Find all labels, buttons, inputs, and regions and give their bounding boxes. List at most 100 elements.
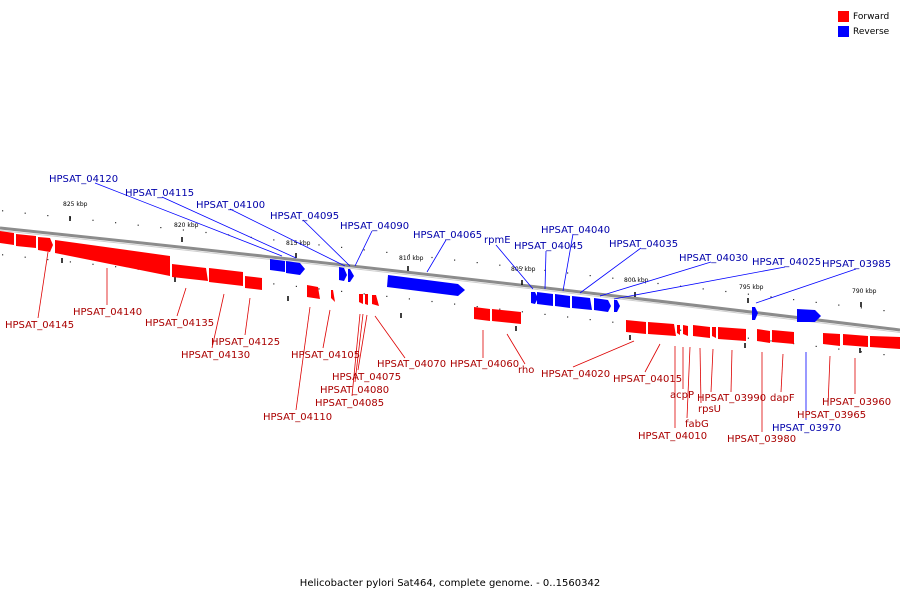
ruler-dot bbox=[567, 272, 569, 274]
gene-feature bbox=[712, 327, 716, 338]
gene-label-hpsat-04090[interactable]: HPSAT_04090 bbox=[340, 221, 409, 232]
ruler-dot bbox=[815, 301, 817, 303]
gene-feature bbox=[843, 334, 868, 347]
gene-label-hpsat-04145[interactable]: HPSAT_04145 bbox=[5, 320, 74, 331]
gene-label-hpsat-03960[interactable]: HPSAT_03960 bbox=[822, 397, 891, 408]
gene-label-hpsat-03980[interactable]: HPSAT_03980 bbox=[727, 434, 796, 445]
ruler-dot bbox=[793, 299, 795, 301]
gene-feature bbox=[387, 275, 465, 296]
gene-feature bbox=[594, 298, 611, 312]
ruler-dot bbox=[363, 293, 365, 295]
gene-feature bbox=[172, 264, 208, 281]
ruler-dot bbox=[454, 259, 456, 261]
gene-label-hpsat-04060[interactable]: HPSAT_04060 bbox=[450, 359, 519, 370]
gene-label-hpsat-04070[interactable]: HPSAT_04070 bbox=[377, 359, 446, 370]
gene-label-hpsat-03970[interactable]: HPSAT_03970 bbox=[772, 423, 841, 434]
ruler-dot bbox=[747, 337, 749, 339]
ruler-dot bbox=[295, 285, 297, 287]
gene-feature bbox=[772, 330, 794, 344]
gene-feature bbox=[307, 285, 320, 299]
gene-label-hpsat-04015[interactable]: HPSAT_04015 bbox=[613, 374, 682, 385]
gene-label-hpsat-03990[interactable]: HPSAT_03990 bbox=[697, 393, 766, 404]
gene-feature bbox=[331, 290, 335, 302]
gene-label-hpsat-04045[interactable]: HPSAT_04045 bbox=[514, 241, 583, 252]
gene-label-hpsat-04080[interactable]: HPSAT_04080 bbox=[320, 385, 389, 396]
gene-label-hpsat-03985[interactable]: HPSAT_03985 bbox=[822, 259, 891, 270]
ruler-dot bbox=[431, 300, 433, 303]
gene-feature bbox=[870, 336, 900, 349]
legend-forward-label: Forward bbox=[853, 11, 890, 22]
gene-label-hpsat-04035[interactable]: HPSAT_04035 bbox=[609, 239, 678, 250]
gene-label-hpsat-04025[interactable]: HPSAT_04025 bbox=[752, 257, 821, 268]
ruler-dot bbox=[273, 239, 275, 241]
ruler-dot bbox=[454, 303, 456, 305]
gene-label-hpsat-04125[interactable]: HPSAT_04125 bbox=[211, 337, 280, 348]
gene-feature bbox=[823, 333, 840, 346]
gene-label-hpsat-04040[interactable]: HPSAT_04040 bbox=[541, 225, 610, 236]
reverse-swatch bbox=[838, 26, 849, 37]
gene-label-hpsat-04120[interactable]: HPSAT_04120 bbox=[49, 174, 118, 185]
ruler-dot bbox=[860, 351, 862, 353]
ruler-label: 820 kbp bbox=[174, 222, 199, 229]
gene-feature bbox=[555, 294, 570, 308]
gene-feature bbox=[372, 295, 379, 306]
ruler-dot bbox=[408, 254, 410, 256]
legend-reverse[interactable]: Reverse bbox=[838, 24, 889, 39]
gene-feature bbox=[492, 309, 521, 324]
gene-label-hpsat-04135[interactable]: HPSAT_04135 bbox=[145, 318, 214, 329]
gene-label-hpsat-04140[interactable]: HPSAT_04140 bbox=[73, 307, 142, 318]
ruler: 825 kbp 820 kbp 815 kbp 810 kbp 805 kbp … bbox=[63, 201, 877, 307]
gene-label-hpsat-04095[interactable]: HPSAT_04095 bbox=[270, 211, 339, 222]
gene-label-fabg[interactable]: fabG bbox=[685, 419, 709, 430]
gene-label-rho[interactable]: rho bbox=[518, 365, 534, 376]
gene-label-hpsat-04010[interactable]: HPSAT_04010 bbox=[638, 431, 707, 442]
gene-feature bbox=[245, 276, 262, 290]
gene-label-rpsu[interactable]: rpsU bbox=[698, 404, 721, 415]
legend-forward[interactable]: Forward bbox=[838, 9, 889, 24]
gene-label-hpsat-04020[interactable]: HPSAT_04020 bbox=[541, 369, 610, 380]
ruler-dot bbox=[386, 251, 388, 253]
ruler-label: 825 kbp bbox=[63, 201, 88, 208]
ruler-dot bbox=[295, 241, 297, 243]
gene-label-acpp[interactable]: acpP bbox=[670, 390, 694, 401]
gene-feature bbox=[531, 292, 538, 304]
ruler-dot bbox=[2, 254, 4, 256]
ruler-dot bbox=[838, 348, 840, 350]
gene-label-dapf[interactable]: dapF bbox=[770, 393, 795, 404]
ruler-dot bbox=[499, 308, 501, 310]
gene-label-hpsat-04085[interactable]: HPSAT_04085 bbox=[315, 398, 384, 409]
ruler-dot bbox=[341, 290, 343, 292]
gene-label-hpsat-04030[interactable]: HPSAT_04030 bbox=[679, 253, 748, 264]
gene-feature bbox=[693, 325, 710, 338]
gene-feature bbox=[0, 231, 14, 245]
gene-label-hpsat-04110[interactable]: HPSAT_04110 bbox=[263, 412, 332, 423]
gene-feature bbox=[339, 267, 347, 281]
ruler-dot bbox=[883, 310, 885, 312]
ruler-dot bbox=[838, 304, 840, 306]
ruler-dot bbox=[589, 275, 591, 277]
gene-label-hpsat-04065[interactable]: HPSAT_04065 bbox=[413, 230, 482, 241]
gene-label-hpsat-04075[interactable]: HPSAT_04075 bbox=[332, 372, 401, 383]
ruler-dot bbox=[92, 263, 94, 265]
gene-label-hpsat-04115[interactable]: HPSAT_04115 bbox=[125, 188, 194, 199]
gene-label-hpsat-04100[interactable]: HPSAT_04100 bbox=[196, 200, 265, 211]
ruler-label: 805 kbp bbox=[511, 266, 536, 273]
gene-feature bbox=[38, 237, 53, 252]
ruler-dot bbox=[69, 261, 71, 263]
ruler-label: 810 kbp bbox=[399, 255, 424, 262]
ruler-label: 815 kbp bbox=[286, 240, 311, 247]
gene-label-hpsat-04130[interactable]: HPSAT_04130 bbox=[181, 350, 250, 361]
gene-label-hpsat-04105[interactable]: HPSAT_04105 bbox=[291, 350, 360, 361]
ruler-dot bbox=[860, 307, 862, 309]
ruler-dot bbox=[567, 316, 569, 318]
ruler-dot bbox=[612, 277, 614, 279]
gene-feature bbox=[572, 296, 592, 310]
forward-labels: HPSAT_04145 HPSAT_04140 HPSAT_04135 HPSA… bbox=[5, 307, 891, 445]
gene-label-hpsat-03965[interactable]: HPSAT_03965 bbox=[797, 410, 866, 421]
ruler-dot bbox=[770, 296, 772, 298]
ruler-dot bbox=[341, 246, 343, 248]
ruler-dot bbox=[115, 222, 117, 224]
gene-feature bbox=[626, 320, 646, 334]
gene-label-rpme[interactable]: rpmE bbox=[484, 235, 511, 246]
